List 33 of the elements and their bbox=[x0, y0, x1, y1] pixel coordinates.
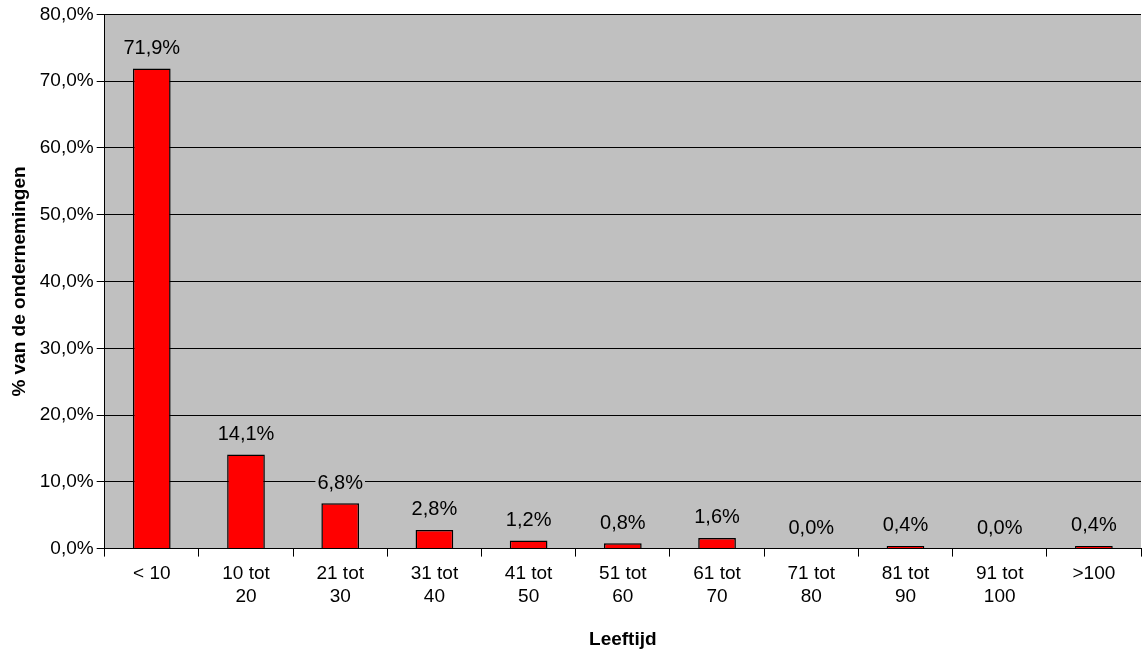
data-label: 0,0% bbox=[976, 516, 1023, 539]
x-tick-label: 71 tot 80 bbox=[787, 562, 836, 607]
x-tick-label: 21 tot 30 bbox=[316, 562, 365, 607]
data-label: 0,4% bbox=[882, 513, 929, 536]
x-tick-label: 10 tot 20 bbox=[222, 562, 271, 607]
y-tick-label: 20,0% bbox=[39, 403, 94, 425]
x-tick-label: 41 tot 50 bbox=[504, 562, 554, 607]
data-label: 1,6% bbox=[694, 505, 741, 528]
y-tick-label: 30,0% bbox=[39, 336, 94, 358]
x-tick-label: < 10 bbox=[133, 562, 171, 584]
data-label: 0,8% bbox=[600, 510, 646, 533]
y-axis-title: % van de ondernemingen bbox=[7, 166, 29, 397]
data-label: 6,8% bbox=[317, 470, 364, 493]
y-tick-label: 50,0% bbox=[39, 202, 94, 224]
y-tick-label: 70,0% bbox=[39, 69, 94, 91]
data-label: 71,9% bbox=[123, 36, 181, 58]
x-tick-label: 31 tot 40 bbox=[410, 562, 459, 607]
y-tick-label: 0,0% bbox=[50, 536, 94, 558]
x-tick-label: >100 bbox=[1072, 562, 1116, 584]
data-label: 2,8% bbox=[411, 497, 458, 520]
x-tick-label: 51 tot 60 bbox=[599, 562, 648, 607]
data-label: 0,0% bbox=[788, 516, 835, 539]
y-tick-label: 80,0% bbox=[39, 2, 94, 24]
data-label: 14,1% bbox=[217, 421, 275, 444]
y-tick-label: 40,0% bbox=[39, 269, 94, 291]
y-tick-label: 10,0% bbox=[39, 470, 94, 492]
x-tick-label: 81 tot 90 bbox=[881, 562, 930, 607]
x-axis-title: Leeftijd bbox=[589, 627, 657, 649]
y-tick-label: 60,0% bbox=[39, 136, 94, 158]
x-tick-label: 61 tot 70 bbox=[693, 562, 742, 607]
data-label: 1,2% bbox=[505, 508, 552, 531]
x-tick-label: 91 tot 100 bbox=[975, 562, 1025, 607]
data-label: 0,4% bbox=[1071, 513, 1117, 536]
